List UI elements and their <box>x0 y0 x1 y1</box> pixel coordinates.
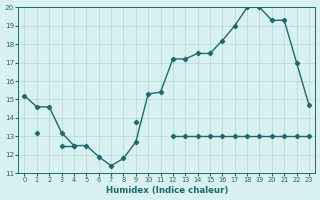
X-axis label: Humidex (Indice chaleur): Humidex (Indice chaleur) <box>106 186 228 195</box>
